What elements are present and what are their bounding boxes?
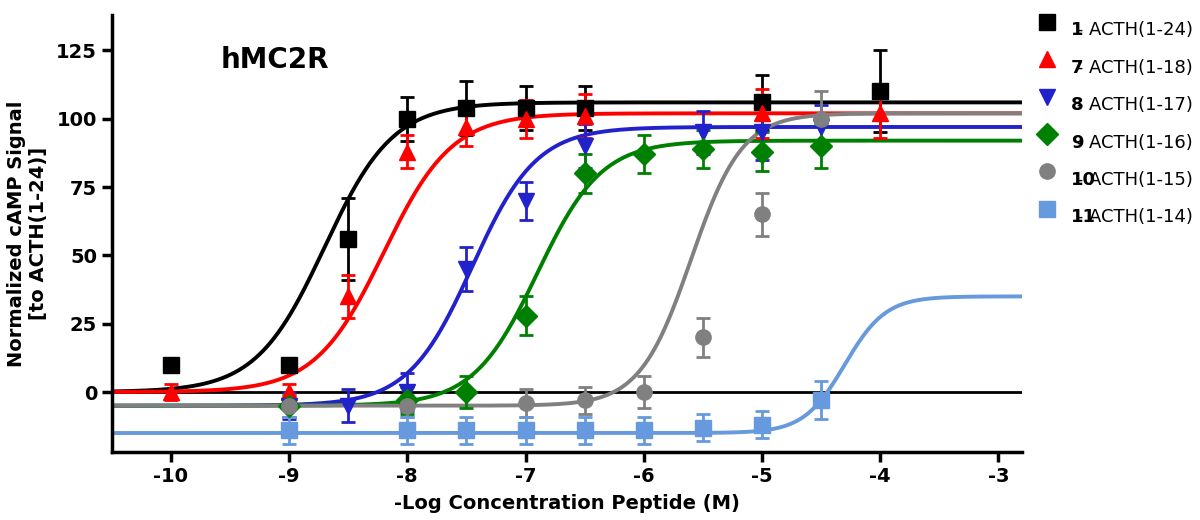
Legend: , , , , , : , , , , , xyxy=(1031,6,1078,229)
Text: 11: 11 xyxy=(1070,209,1096,226)
Text: 1: 1 xyxy=(1070,21,1084,40)
X-axis label: -Log Concentration Peptide (M): -Log Concentration Peptide (M) xyxy=(394,494,740,513)
Text: 9: 9 xyxy=(1070,134,1084,151)
Text: - ACTH(1-14): - ACTH(1-14) xyxy=(1070,209,1193,226)
Text: hMC2R: hMC2R xyxy=(221,46,330,73)
Text: - ACTH(1-16): - ACTH(1-16) xyxy=(1070,134,1193,151)
Y-axis label: Normalized cAMP Signal
[to ACTH(1-24)]: Normalized cAMP Signal [to ACTH(1-24)] xyxy=(7,100,48,367)
Text: - ACTH(1-17): - ACTH(1-17) xyxy=(1070,96,1193,114)
Text: - ACTH(1-24): - ACTH(1-24) xyxy=(1070,21,1193,40)
Text: 8: 8 xyxy=(1070,96,1084,114)
Text: - ACTH(1-15): - ACTH(1-15) xyxy=(1070,171,1193,189)
Text: 7: 7 xyxy=(1070,59,1084,77)
Text: - ACTH(1-18): - ACTH(1-18) xyxy=(1070,59,1193,77)
Text: 10: 10 xyxy=(1070,171,1096,189)
